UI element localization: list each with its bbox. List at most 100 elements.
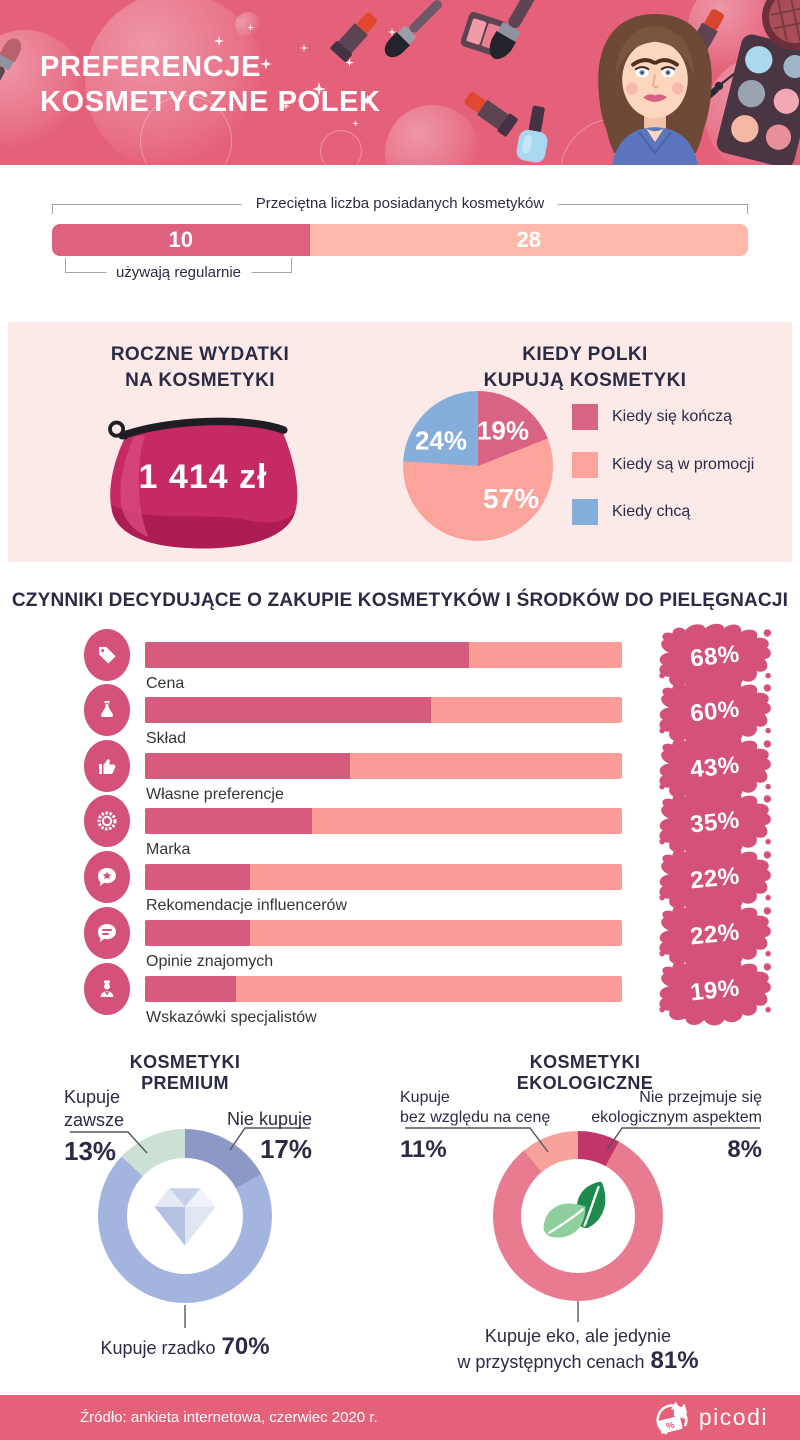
factor-bar-fill bbox=[145, 976, 236, 1002]
owned-total-segment: 28 bbox=[309, 224, 748, 256]
sparkle-decoration bbox=[247, 24, 254, 31]
legend-label: Kiedy się kończą bbox=[612, 408, 733, 425]
premium-label-rzadko: Kupuje rzadko 70% bbox=[100, 1333, 270, 1360]
owned-regular-value: 10 bbox=[168, 227, 193, 252]
avatar bbox=[598, 13, 712, 165]
sparkle-decoration bbox=[300, 44, 308, 52]
factor-pct-splash: 60% bbox=[637, 667, 794, 756]
picodi-logo: % picodi bbox=[651, 1397, 768, 1439]
badge-icon bbox=[84, 795, 130, 847]
spending-title-line1: ROCZNE WYDATKI bbox=[110, 344, 290, 365]
sparkle-decoration bbox=[345, 58, 354, 67]
owned-total-value: 28 bbox=[516, 227, 541, 252]
cosmetic-bag-icon bbox=[108, 417, 298, 549]
when-buy-title: KIEDY POLKI KUPUJĄ KOSMETYKI bbox=[445, 342, 725, 393]
svg-text:%: % bbox=[665, 1419, 676, 1432]
header-banner: PREFERENCJE KOSMETYCZNE POLEK bbox=[0, 0, 800, 165]
factor-bar-fill bbox=[145, 920, 250, 946]
factor-bar-fill bbox=[145, 642, 470, 668]
premium-label-nie-kupuje: Nie kupuje bbox=[226, 1109, 312, 1129]
picodi-wordmark: picodi bbox=[698, 1404, 768, 1430]
spending-title-line2: NA KOSMETYKI bbox=[125, 369, 275, 391]
eco-label-bez-wzgledu: Kupuje bez względu na cenę bbox=[400, 1089, 551, 1126]
blush-compact-icon bbox=[762, 0, 800, 50]
chat-bubble-icon bbox=[84, 907, 130, 959]
factor-label: Rekomendacje influencerów bbox=[146, 897, 347, 914]
owned-cosmetics-label: Przeciętna liczba posiadanych kosmetyków bbox=[241, 195, 559, 212]
makeup-brush-icon bbox=[384, 0, 442, 58]
factor-pct-splash: 22% bbox=[637, 834, 794, 923]
sparkle-decoration bbox=[388, 28, 396, 36]
premium-donut-chart bbox=[98, 1129, 272, 1303]
factor-bar-fill bbox=[145, 753, 351, 779]
factor-bar bbox=[145, 864, 622, 890]
eco-pct-nie-przejmuje: 8% bbox=[727, 1136, 762, 1163]
factor-label: Marka bbox=[146, 841, 191, 858]
owned-cosmetics-bar: 10 28 bbox=[52, 224, 748, 256]
nail-polish-icon bbox=[516, 105, 548, 163]
when-buy-title-line1: KIEDY POLKI bbox=[522, 344, 648, 365]
premium-label-zawsze: Kupuje zawsze bbox=[64, 1087, 125, 1130]
makeup-brush-icon bbox=[0, 38, 21, 102]
legend-item: Kiedy są w promocji bbox=[572, 452, 754, 478]
sparkle-decoration bbox=[214, 36, 224, 46]
bubble-decoration bbox=[235, 12, 261, 38]
legend-swatch bbox=[572, 499, 598, 525]
factor-bar bbox=[145, 642, 622, 668]
factor-bar-fill bbox=[145, 808, 312, 834]
factor-pct-splash: 22% bbox=[637, 890, 794, 979]
price-tag-icon bbox=[84, 629, 130, 681]
lipstick-icon bbox=[330, 12, 377, 62]
thumbs-up-icon bbox=[84, 740, 130, 792]
eco-title: KOSMETYKI EKOLOGICZNE bbox=[516, 1052, 654, 1093]
factor-pct-label: 19% bbox=[688, 974, 741, 1007]
flask-icon bbox=[84, 684, 130, 736]
annual-spending-amount: 1 414 zł bbox=[138, 458, 268, 496]
diamond-icon bbox=[154, 1188, 216, 1246]
pie-label-chcą: 24% bbox=[414, 425, 468, 456]
eco-label-nie-przejmuje: Nie przejmuje się ekologicznym aspektem bbox=[591, 1089, 762, 1126]
picodi-icon: % bbox=[656, 1401, 688, 1435]
regular-use-bracket: używają regularnie bbox=[65, 258, 292, 281]
factor-bar-fill bbox=[145, 864, 250, 890]
legend-swatch bbox=[572, 404, 598, 430]
factor-label: Własne preferencje bbox=[146, 786, 284, 803]
bubble-decoration bbox=[320, 130, 362, 165]
lipstick-icon bbox=[464, 92, 518, 137]
pie-label-promocji: 57% bbox=[482, 483, 540, 514]
legend-item: Kiedy się kończą bbox=[572, 404, 732, 430]
star-bubble-icon bbox=[84, 851, 130, 903]
factors-title: CZYNNIKI DECYDUJĄCE O ZAKUPIE KOSMETYKÓW… bbox=[11, 590, 789, 611]
factor-label: Wskazówki specjalistów bbox=[146, 1009, 317, 1026]
factor-label: Skład bbox=[146, 730, 187, 747]
factor-label: Cena bbox=[146, 675, 185, 692]
factor-bar bbox=[145, 920, 622, 946]
spending-title: ROCZNE WYDATKI NA KOSMETYKI bbox=[60, 342, 340, 393]
legend-swatch bbox=[572, 452, 598, 478]
eyeshadow-palette-icon bbox=[716, 34, 800, 165]
eco-donut-chart bbox=[493, 1131, 663, 1301]
eco-pct-bez-wzgledu: 11% bbox=[400, 1136, 447, 1163]
owned-cosmetics-bracket: Przeciętna liczba posiadanych kosmetyków bbox=[52, 195, 748, 214]
factor-pct-splash: 35% bbox=[637, 778, 794, 867]
page-title-line2: KOSMETYCZNE POLEK bbox=[40, 86, 381, 119]
source-note: Źródło: ankieta internetowa, czerwiec 20… bbox=[80, 1409, 378, 1426]
eco-label-przystepne: Kupuje eko, ale jedynie w przystępnych c… bbox=[457, 1326, 699, 1374]
factor-bar bbox=[145, 697, 622, 723]
leaves-icon bbox=[543, 1181, 606, 1238]
factor-pct-splash: 43% bbox=[637, 723, 794, 812]
factor-label: Opinie znajomych bbox=[146, 953, 274, 970]
legend-label: Kiedy są w promocji bbox=[612, 456, 755, 473]
sparkle-decoration bbox=[352, 120, 359, 127]
sparkle-decoration bbox=[362, 94, 373, 105]
factor-bar bbox=[145, 808, 622, 834]
legend-item: Kiedy chcą bbox=[572, 499, 690, 525]
when-buy-title-line2: KUPUJĄ KOSMETYKI bbox=[483, 369, 687, 391]
owned-regular-segment: 10 bbox=[52, 224, 310, 256]
page-title: PREFERENCJE KOSMETYCZNE POLEK bbox=[40, 50, 381, 121]
regular-use-label: używają regularnie bbox=[105, 264, 252, 281]
pie-label-konczą: 19% bbox=[476, 415, 530, 446]
specialist-icon bbox=[84, 963, 130, 1015]
premium-pct-nie-kupuje: 17% bbox=[259, 1134, 312, 1164]
cosmetic-bag-illustration: 1 414 zł bbox=[88, 400, 318, 555]
